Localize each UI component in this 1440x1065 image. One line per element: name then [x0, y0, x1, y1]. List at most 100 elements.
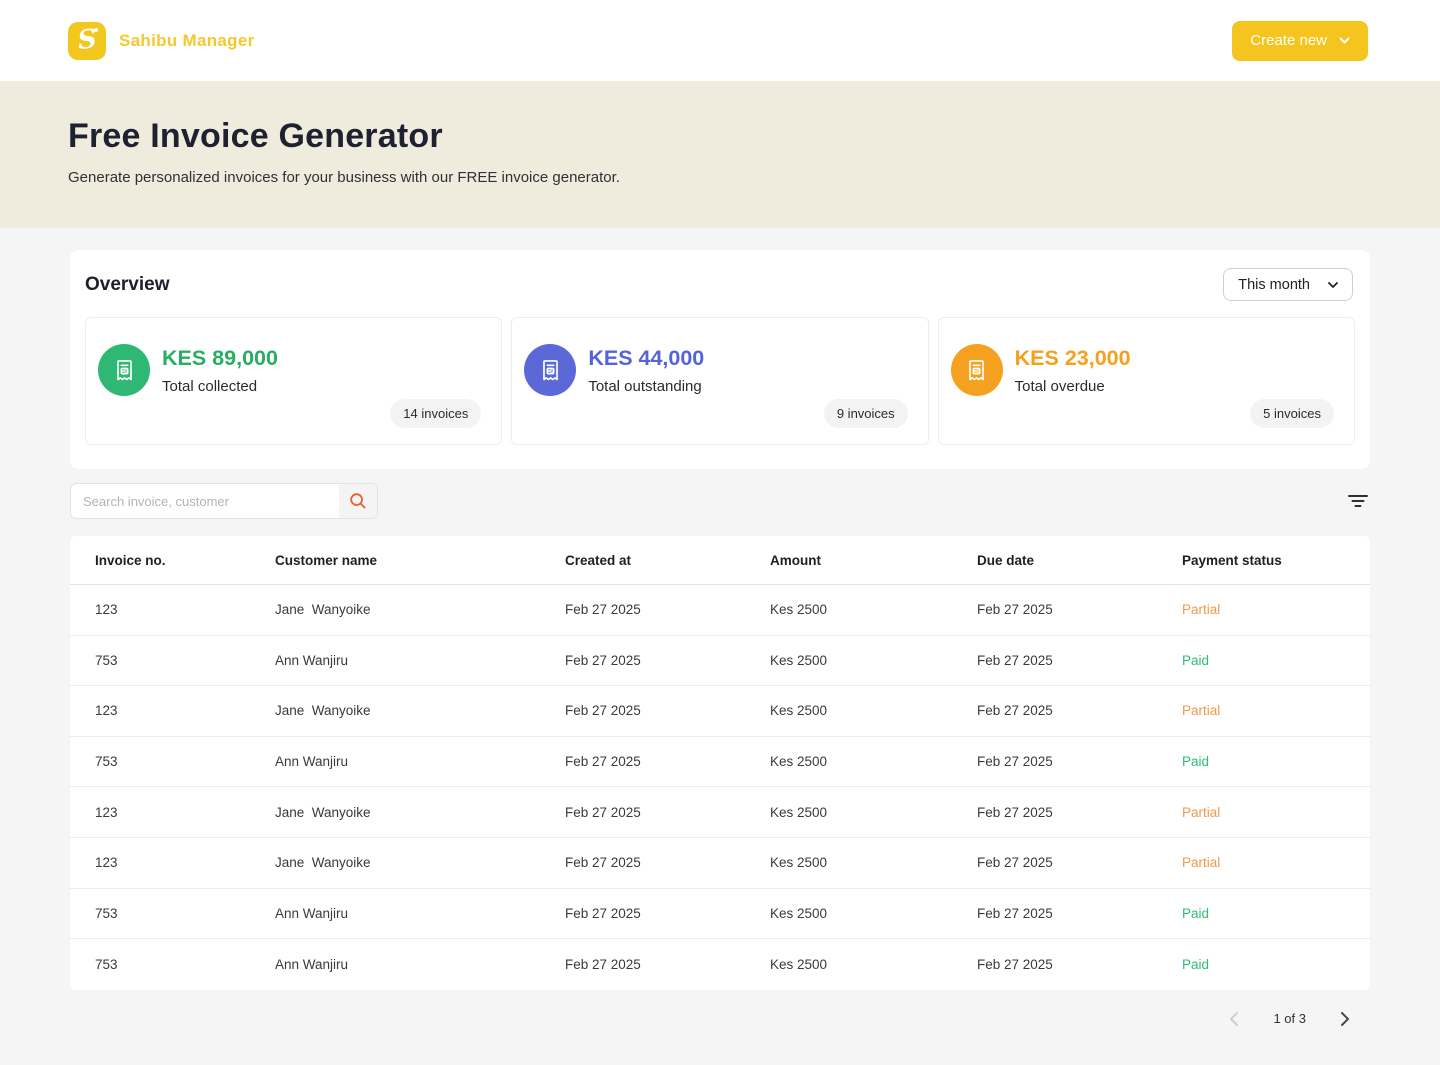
- cell-invoice-no: 123: [95, 855, 118, 871]
- cell-customer-name: Jane Wanyoike: [275, 602, 371, 618]
- cell-invoice-no: 753: [95, 905, 118, 921]
- svg-text:$: $: [977, 368, 980, 374]
- pagination: 1 of 3: [70, 1010, 1370, 1028]
- stat-label: Total overdue: [1014, 378, 1105, 395]
- table-row[interactable]: 123 Jane Wanyoike Feb 27 2025 Kes 2500 F…: [70, 585, 1370, 636]
- cell-amount: Kes 2500: [770, 956, 828, 972]
- next-page-icon[interactable]: [1339, 1010, 1352, 1028]
- column-header: Payment status: [1182, 552, 1282, 568]
- app-header: S Sahibu Manager Create new: [0, 0, 1440, 81]
- overview-title: Overview: [85, 273, 170, 295]
- cell-due-date: Feb 27 2025: [977, 956, 1053, 972]
- cell-amount: Kes 2500: [770, 855, 828, 871]
- cell-invoice-no: 753: [95, 754, 118, 770]
- table-row[interactable]: 753 Ann Wanjiru Feb 27 2025 Kes 2500 Feb…: [70, 939, 1370, 990]
- create-new-label: Create new: [1250, 32, 1327, 49]
- table-header-row: Invoice no. Customer name Created at Amount…: [70, 536, 1370, 585]
- hero-banner: Free Invoice Generator Generate personal…: [0, 81, 1440, 228]
- column-header: Customer name: [275, 552, 378, 568]
- cell-amount: Kes 2500: [770, 804, 828, 820]
- overview-panel: Overview This month $ KES 89,000 Total c…: [70, 250, 1370, 469]
- cell-customer-name: Jane Wanyoike: [275, 703, 371, 719]
- cell-due-date: Feb 27 2025: [977, 804, 1053, 820]
- table-row[interactable]: 753 Ann Wanjiru Feb 27 2025 Kes 2500 Feb…: [70, 889, 1370, 940]
- payment-status: Paid: [1182, 905, 1210, 921]
- stat-amount: KES 89,000: [162, 346, 278, 370]
- search-box: [70, 483, 378, 519]
- cell-invoice-no: 123: [95, 703, 118, 719]
- stat-badge: 14 invoices: [390, 399, 482, 428]
- toolbar: [70, 483, 1370, 519]
- cell-customer-name: Jane Wanyoike: [275, 804, 371, 820]
- page-subtitle: Generate personalized invoices for your …: [68, 169, 620, 186]
- stat-amount: KES 23,000: [1014, 346, 1131, 370]
- column-header: Created at: [565, 552, 632, 568]
- cell-created-at: Feb 27 2025: [565, 703, 641, 719]
- payment-status: Partial: [1182, 804, 1221, 820]
- stat-card: $ KES 23,000 Total overdue 5 invoices: [937, 317, 1355, 445]
- cell-created-at: Feb 27 2025: [565, 652, 641, 668]
- table-row[interactable]: 123 Jane Wanyoike Feb 27 2025 Kes 2500 F…: [70, 686, 1370, 737]
- cell-created-at: Feb 27 2025: [565, 905, 641, 921]
- payment-status: Partial: [1182, 855, 1221, 871]
- payment-status: Paid: [1182, 956, 1210, 972]
- column-header: Amount: [770, 552, 821, 568]
- stat-label: Total collected: [162, 378, 258, 395]
- period-selector-value: This month: [1238, 276, 1310, 293]
- payment-status: Partial: [1182, 703, 1221, 719]
- cell-created-at: Feb 27 2025: [565, 956, 641, 972]
- column-header: Due date: [977, 552, 1035, 568]
- cell-invoice-no: 753: [95, 652, 118, 668]
- invoice-receipt-icon: $: [950, 344, 1003, 396]
- cell-due-date: Feb 27 2025: [977, 652, 1053, 668]
- cell-customer-name: Ann Wanjiru: [275, 956, 349, 972]
- cell-created-at: Feb 27 2025: [565, 804, 641, 820]
- cell-invoice-no: 123: [95, 602, 118, 618]
- invoice-table: Invoice no. Customer name Created at Amount…: [70, 536, 1370, 990]
- cell-amount: Kes 2500: [770, 652, 828, 668]
- cell-created-at: Feb 27 2025: [565, 602, 641, 618]
- table-row[interactable]: 753 Ann Wanjiru Feb 27 2025 Kes 2500 Feb…: [70, 636, 1370, 687]
- stat-badge: 5 invoices: [1250, 399, 1334, 428]
- stat-amount: KES 44,000: [588, 346, 705, 370]
- cell-due-date: Feb 27 2025: [977, 703, 1053, 719]
- period-selector[interactable]: This month: [1223, 268, 1353, 301]
- stat-label: Total outstanding: [588, 378, 702, 395]
- prev-page-icon[interactable]: [1227, 1010, 1240, 1028]
- cell-invoice-no: 123: [95, 804, 118, 820]
- brand-logo-icon: S: [68, 21, 106, 60]
- brand: S Sahibu Manager: [68, 21, 255, 60]
- cell-due-date: Feb 27 2025: [977, 602, 1053, 618]
- page-indicator: 1 of 3: [1273, 1011, 1306, 1027]
- svg-text:$: $: [550, 368, 553, 374]
- page-title: Free Invoice Generator: [68, 117, 443, 155]
- stat-card: $ KES 44,000 Total outstanding 9 invoice…: [511, 317, 929, 445]
- cell-amount: Kes 2500: [770, 703, 828, 719]
- cell-due-date: Feb 27 2025: [977, 905, 1053, 921]
- chevron-down-icon: [1339, 37, 1350, 44]
- table-body: 123 Jane Wanyoike Feb 27 2025 Kes 2500 F…: [70, 585, 1370, 990]
- cell-customer-name: Jane Wanyoike: [275, 855, 371, 871]
- search-input[interactable]: [71, 484, 339, 518]
- cell-customer-name: Ann Wanjiru: [275, 905, 349, 921]
- payment-status: Partial: [1182, 602, 1221, 618]
- table-row[interactable]: 753 Ann Wanjiru Feb 27 2025 Kes 2500 Feb…: [70, 737, 1370, 788]
- filter-icon[interactable]: [1346, 489, 1370, 513]
- search-icon[interactable]: [339, 484, 377, 518]
- main-content: Overview This month $ KES 89,000 Total c…: [0, 228, 1440, 1028]
- cell-customer-name: Ann Wanjiru: [275, 754, 349, 770]
- stat-cards: $ KES 89,000 Total collected 14 invoices…: [85, 317, 1355, 445]
- column-header: Invoice no.: [95, 552, 166, 568]
- stat-card: $ KES 89,000 Total collected 14 invoices: [85, 317, 503, 445]
- table-row[interactable]: 123 Jane Wanyoike Feb 27 2025 Kes 2500 F…: [70, 787, 1370, 838]
- cell-amount: Kes 2500: [770, 602, 828, 618]
- payment-status: Paid: [1182, 754, 1210, 770]
- invoice-receipt-icon: $: [98, 344, 150, 396]
- chevron-down-icon: [1328, 281, 1338, 288]
- table-row[interactable]: 123 Jane Wanyoike Feb 27 2025 Kes 2500 F…: [70, 838, 1370, 889]
- create-new-button[interactable]: Create new: [1232, 20, 1368, 61]
- cell-invoice-no: 753: [95, 956, 118, 972]
- invoice-receipt-icon: $: [524, 344, 577, 396]
- cell-amount: Kes 2500: [770, 905, 828, 921]
- brand-name: Sahibu Manager: [119, 30, 255, 50]
